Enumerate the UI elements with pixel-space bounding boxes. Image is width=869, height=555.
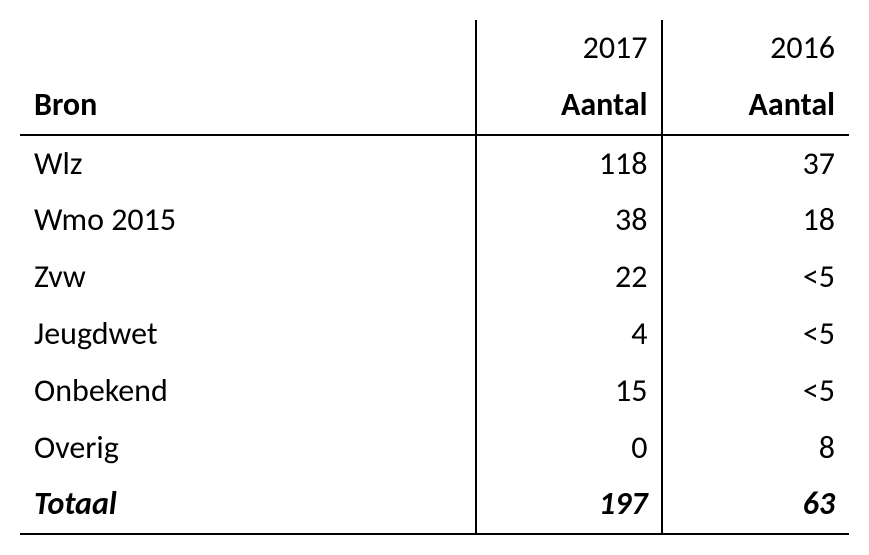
table-header-label-row: Bron Aantal Aantal — [20, 77, 849, 135]
cell-bron: Overig — [20, 420, 476, 477]
table-row: Jeugdwet 4 <5 — [20, 306, 849, 363]
total-label: Totaal — [20, 476, 476, 534]
cell-2016: 18 — [662, 192, 849, 249]
table-row: Overig 0 8 — [20, 420, 849, 477]
table-row: Onbekend 15 <5 — [20, 363, 849, 420]
total-2017: 197 — [476, 476, 663, 534]
table-row: Wlz 118 37 — [20, 135, 849, 193]
cell-2017: 38 — [476, 192, 663, 249]
data-table: 2017 2016 Bron Aantal Aantal Wlz 118 37 … — [20, 20, 849, 535]
cell-2017: 15 — [476, 363, 663, 420]
cell-2016: <5 — [662, 306, 849, 363]
header-bron: Bron — [20, 77, 476, 135]
cell-bron: Zvw — [20, 249, 476, 306]
data-table-container: 2017 2016 Bron Aantal Aantal Wlz 118 37 … — [20, 20, 849, 535]
table-row: Zvw 22 <5 — [20, 249, 849, 306]
cell-2016: 37 — [662, 135, 849, 193]
cell-2017: 0 — [476, 420, 663, 477]
cell-bron: Wlz — [20, 135, 476, 193]
header-year-2016: 2016 — [662, 20, 849, 77]
cell-2017: 118 — [476, 135, 663, 193]
header-aantal-2016: Aantal — [662, 77, 849, 135]
header-empty-cell — [20, 20, 476, 77]
cell-2017: 4 — [476, 306, 663, 363]
cell-bron: Jeugdwet — [20, 306, 476, 363]
header-aantal-2017: Aantal — [476, 77, 663, 135]
total-2016: 63 — [662, 476, 849, 534]
cell-bron: Onbekend — [20, 363, 476, 420]
table-header: 2017 2016 Bron Aantal Aantal — [20, 20, 849, 135]
cell-2016: <5 — [662, 363, 849, 420]
table-body: Wlz 118 37 Wmo 2015 38 18 Zvw 22 <5 Jeug… — [20, 135, 849, 535]
header-year-2017: 2017 — [476, 20, 663, 77]
table-row: Wmo 2015 38 18 — [20, 192, 849, 249]
cell-2016: <5 — [662, 249, 849, 306]
table-total-row: Totaal 197 63 — [20, 476, 849, 534]
table-header-year-row: 2017 2016 — [20, 20, 849, 77]
cell-2017: 22 — [476, 249, 663, 306]
cell-bron: Wmo 2015 — [20, 192, 476, 249]
cell-2016: 8 — [662, 420, 849, 477]
